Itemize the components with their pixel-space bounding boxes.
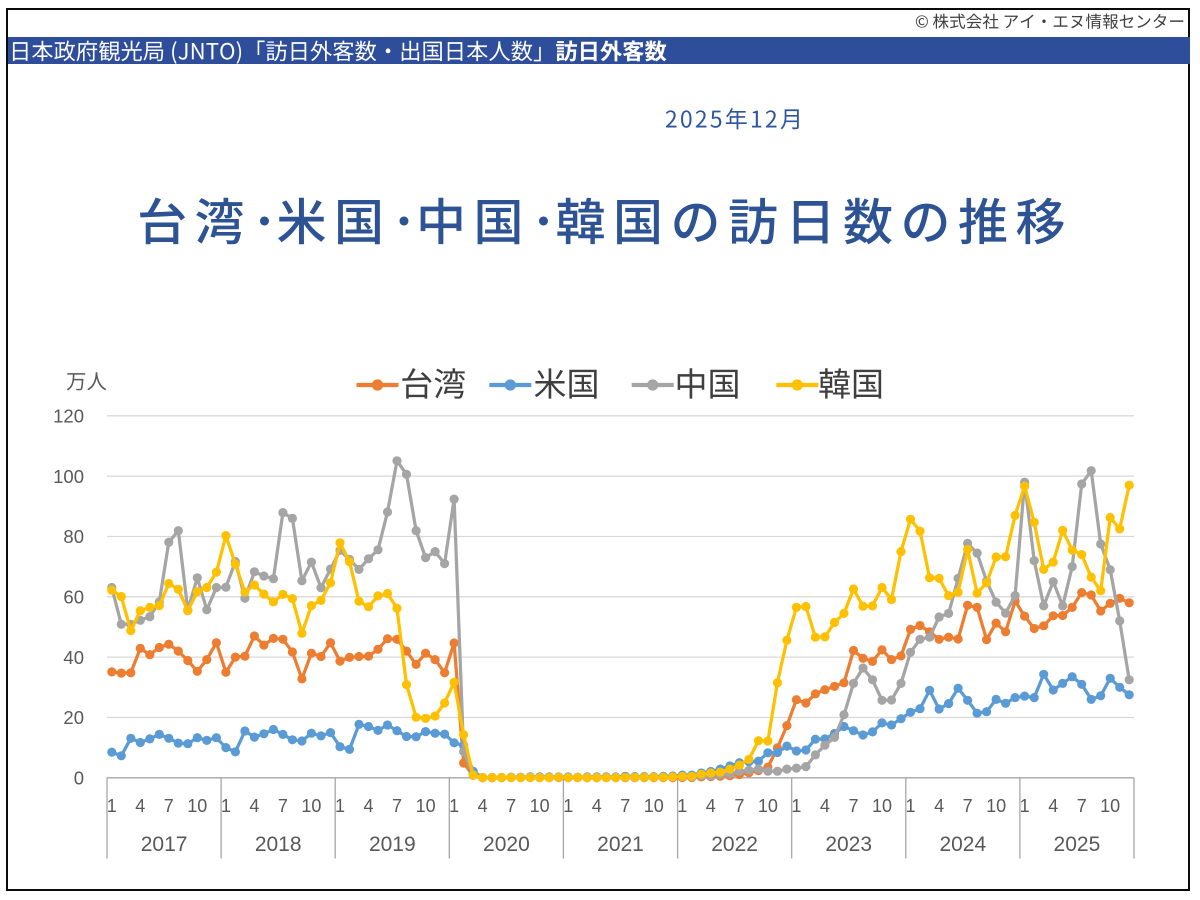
svg-text:1: 1: [677, 796, 687, 816]
svg-text:2025: 2025: [1054, 833, 1101, 856]
svg-text:1: 1: [221, 796, 231, 816]
svg-text:7: 7: [506, 796, 516, 816]
svg-text:2023: 2023: [825, 833, 872, 856]
svg-text:10: 10: [758, 796, 778, 816]
svg-text:10: 10: [530, 796, 550, 816]
svg-text:7: 7: [963, 796, 973, 816]
svg-text:4: 4: [1048, 796, 1058, 816]
svg-text:1: 1: [905, 796, 915, 816]
svg-text:2018: 2018: [255, 833, 302, 856]
svg-text:1: 1: [107, 796, 117, 816]
svg-text:1: 1: [335, 796, 345, 816]
svg-text:4: 4: [249, 796, 259, 816]
svg-text:7: 7: [392, 796, 402, 816]
svg-text:100: 100: [53, 466, 84, 487]
svg-text:10: 10: [416, 796, 436, 816]
svg-text:1: 1: [1020, 796, 1030, 816]
svg-text:10: 10: [986, 796, 1006, 816]
svg-text:4: 4: [478, 796, 488, 816]
svg-text:7: 7: [164, 796, 174, 816]
svg-text:1: 1: [449, 796, 459, 816]
svg-text:2019: 2019: [369, 833, 416, 856]
svg-text:4: 4: [592, 796, 602, 816]
svg-text:2022: 2022: [711, 833, 758, 856]
svg-text:2017: 2017: [141, 833, 188, 856]
svg-text:60: 60: [63, 587, 84, 608]
svg-text:7: 7: [620, 796, 630, 816]
svg-text:40: 40: [63, 647, 84, 668]
svg-text:7: 7: [734, 796, 744, 816]
svg-text:4: 4: [820, 796, 830, 816]
svg-text:10: 10: [301, 796, 321, 816]
svg-text:4: 4: [135, 796, 145, 816]
svg-text:1: 1: [791, 796, 801, 816]
svg-text:7: 7: [278, 796, 288, 816]
svg-text:2020: 2020: [483, 833, 530, 856]
svg-text:4: 4: [363, 796, 373, 816]
svg-text:2021: 2021: [597, 833, 644, 856]
svg-text:10: 10: [872, 796, 892, 816]
svg-text:10: 10: [1100, 796, 1120, 816]
svg-text:20: 20: [63, 707, 84, 728]
svg-text:4: 4: [934, 796, 944, 816]
svg-text:10: 10: [644, 796, 664, 816]
svg-text:120: 120: [53, 406, 84, 427]
svg-text:7: 7: [848, 796, 858, 816]
svg-text:2024: 2024: [939, 833, 986, 856]
svg-text:4: 4: [706, 796, 716, 816]
svg-text:0: 0: [74, 768, 84, 789]
svg-text:7: 7: [1077, 796, 1087, 816]
svg-text:80: 80: [63, 526, 84, 547]
svg-text:10: 10: [187, 796, 207, 816]
svg-text:1: 1: [563, 796, 573, 816]
